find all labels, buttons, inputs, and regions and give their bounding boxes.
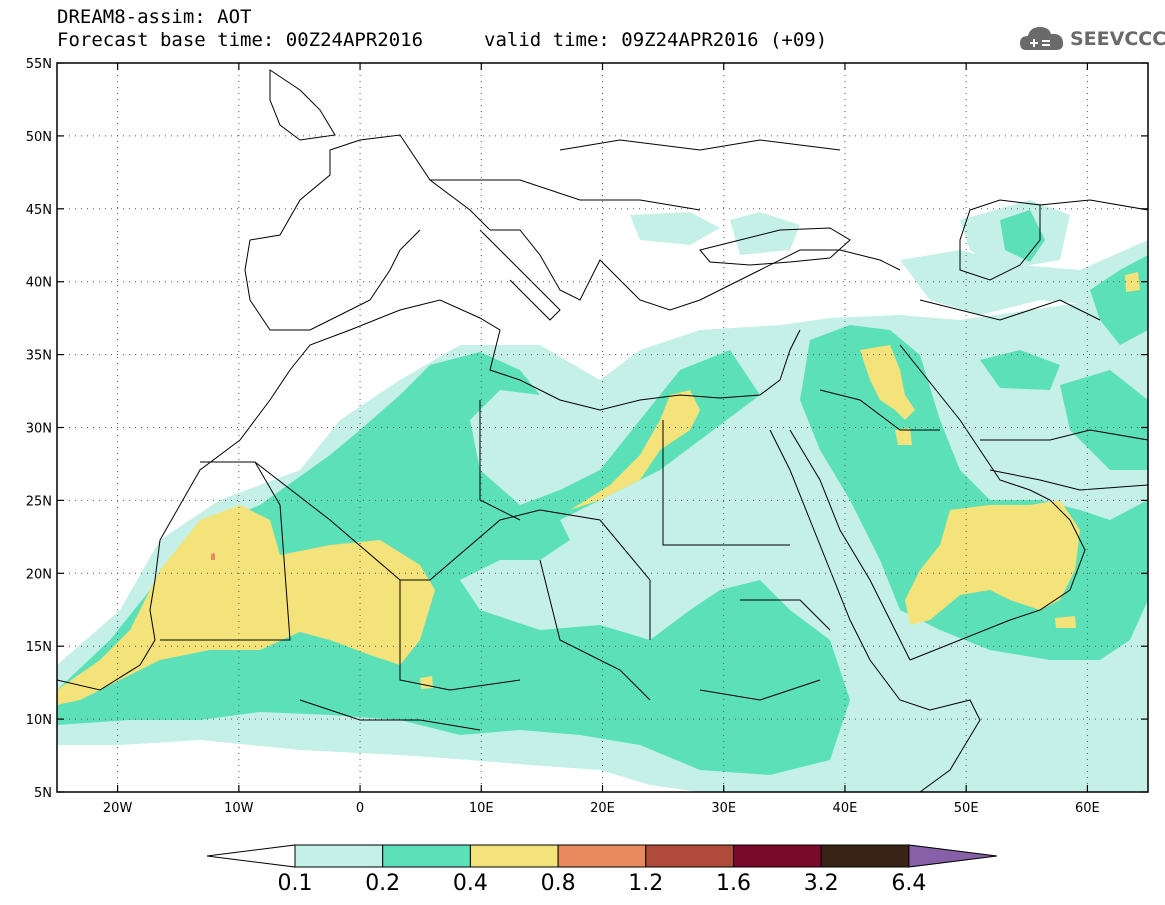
colorbar-label: 0.8 [541, 871, 576, 896]
lat-tick-label: 35N [26, 349, 52, 364]
aot-level-0.8 [211, 553, 215, 560]
colorbar-segment [382, 844, 471, 868]
lon-tick-label: 0 [356, 801, 364, 816]
colorbar-segment [469, 844, 559, 868]
colorbar-label: 3.2 [804, 871, 839, 896]
colorbar-segment [645, 844, 734, 868]
lon-tick-label: 10W [224, 801, 254, 816]
longitude-labels: 20W 10W 0 10E 20E 30E 40E 50E 60E [103, 801, 1100, 816]
colorbar-segment [820, 844, 910, 868]
lon-tick-label: 20W [103, 801, 133, 816]
lat-tick-label: 5N [34, 786, 52, 801]
lon-tick-label: 10E [469, 801, 494, 816]
colorbar-label: 1.6 [716, 871, 751, 896]
colorbar [206, 844, 997, 868]
colorbar-min-arrow [206, 844, 296, 868]
lat-tick-label: 40N [26, 276, 52, 291]
map-frame [56, 62, 1149, 793]
forecast-base-time: Forecast base time: 00Z24APR2016 [57, 29, 424, 51]
colorbar-segment [557, 844, 647, 868]
lon-tick-label: 30E [711, 801, 736, 816]
lat-tick-label: 50N [26, 130, 52, 145]
colorbar-labels: 0.1 0.2 0.4 0.8 1.2 1.6 3.2 6.4 [278, 871, 927, 896]
lat-tick-label: 25N [26, 494, 52, 509]
colorbar-label: 0.2 [365, 871, 400, 896]
lon-tick-label: 20E [590, 801, 615, 816]
seevccc-logo: SEEVCCC [1018, 22, 1165, 56]
map-gridlines [57, 62, 1148, 793]
colorbar-segment [733, 844, 822, 868]
lat-tick-label: 15N [26, 640, 52, 655]
lon-tick-label: 40E [833, 801, 858, 816]
lat-tick-label: 30N [26, 422, 52, 437]
colorbar-label: 1.2 [628, 871, 663, 896]
map-title: DREAM8-assim: AOT [57, 6, 252, 28]
lon-tick-label: 50E [954, 801, 979, 816]
colorbar-label: 0.4 [453, 871, 488, 896]
colorbar-label: 6.4 [891, 871, 926, 896]
cloud-icon [1020, 27, 1064, 50]
lon-tick-label: 60E [1075, 801, 1100, 816]
colorbar-segment [294, 844, 384, 868]
aot-level-0.4 [57, 272, 1140, 705]
valid-time: valid time: 09Z24APR2016 (+09) [484, 29, 828, 51]
aot-field [57, 200, 1148, 792]
lat-tick-label: 55N [26, 57, 52, 72]
lat-tick-label: 45N [26, 203, 52, 218]
logo-text: SEEVCCC [1070, 28, 1165, 50]
colorbar-max-arrow [908, 844, 997, 868]
colorbar-label: 0.1 [278, 871, 313, 896]
lat-tick-label: 10N [26, 713, 52, 728]
latitude-labels: 55N 50N 45N 40N 35N 30N 25N 20N 15N 10N 5N [26, 57, 52, 801]
lat-tick-label: 20N [26, 567, 52, 582]
coastlines [57, 69, 1148, 792]
